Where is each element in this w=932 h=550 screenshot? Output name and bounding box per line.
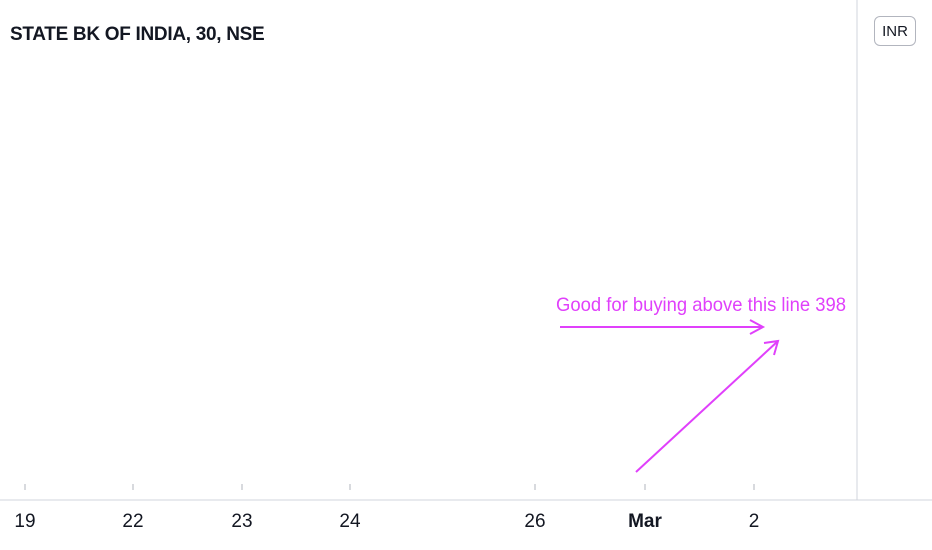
time-tick-label: 2: [749, 511, 760, 532]
time-tick-label: 22: [122, 511, 143, 532]
time-tick-label: 23: [231, 511, 252, 532]
currency-button[interactable]: INR: [874, 16, 916, 46]
trend-arrow-head: [763, 339, 780, 356]
time-tick-label: 26: [524, 511, 545, 532]
time-tick-label: 24: [339, 511, 361, 532]
annotation-layer: Good for buying above this line 398: [556, 294, 846, 473]
symbol-title: STATE BK OF INDIA, 30, NSE: [10, 24, 265, 45]
price-axis: 410.00405.00390.00414.80407.60399.65386.…: [856, 0, 858, 500]
time-axis: 19 22 23 24 26 Mar 2: [0, 484, 932, 532]
time-tick-label: Mar: [628, 511, 662, 532]
time-tick-label: 19: [14, 511, 35, 532]
trend-arrow-line: [635, 340, 779, 473]
annotation-arrow-head: [749, 319, 766, 335]
annotation-text: Good for buying above this line 398: [556, 294, 846, 316]
